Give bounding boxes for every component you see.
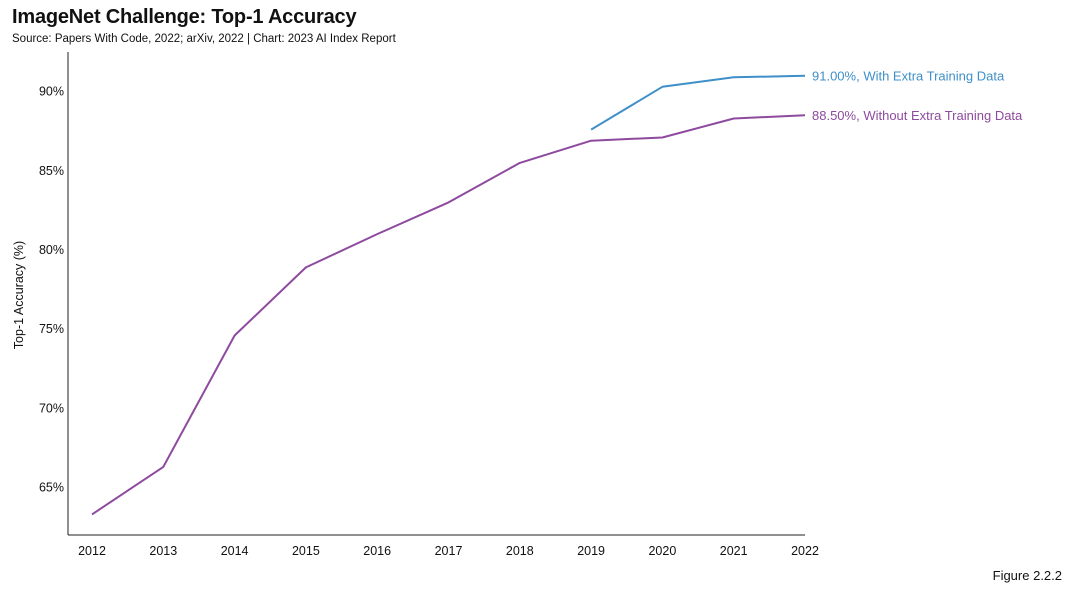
series-line: [590, 74, 806, 131]
chart-axes: [67, 52, 805, 536]
series-end-label: 91.00%, With Extra Training Data: [812, 68, 1005, 83]
x-tick-label: 2019: [577, 544, 605, 558]
chart-title: ImageNet Challenge: Top-1 Accuracy: [12, 6, 357, 28]
figure-label: Figure 2.2.2: [992, 568, 1062, 583]
y-tick-label: 85%: [39, 164, 64, 178]
x-tick-label: 2012: [78, 544, 106, 558]
y-tick-label: 65%: [39, 480, 64, 494]
y-axis-label: Top-1 Accuracy (%): [12, 241, 26, 349]
y-tick-label: 70%: [39, 401, 64, 415]
x-tick-label: 2021: [720, 544, 748, 558]
x-tick-label: 2013: [149, 544, 177, 558]
y-tick-label: 80%: [39, 243, 64, 257]
x-tick-label: 2016: [363, 544, 391, 558]
x-tick-label: 2018: [506, 544, 534, 558]
series-end-labels: 88.50%, Without Extra Training Data 91.00…: [812, 68, 1023, 123]
x-tick-label: 2014: [221, 544, 249, 558]
chart-series: [91, 74, 806, 516]
x-tick-label: 2020: [648, 544, 676, 558]
chart-subtitle: Source: Papers With Code, 2022; arXiv, 2…: [12, 33, 396, 45]
y-axis-ticks: 65% 70% 75% 80% 85% 90%: [39, 85, 64, 495]
y-tick-label: 90%: [39, 85, 64, 99]
series-end-label: 88.50%, Without Extra Training Data: [812, 108, 1023, 123]
x-tick-label: 2017: [435, 544, 463, 558]
series-line: [91, 114, 806, 516]
y-tick-label: 75%: [39, 322, 64, 336]
x-axis-ticks: 2012 2013 2014 2015 2016 2017 2018 2019 2020 2021…: [78, 544, 819, 558]
x-tick-label: 2022: [791, 544, 819, 558]
x-tick-label: 2015: [292, 544, 320, 558]
